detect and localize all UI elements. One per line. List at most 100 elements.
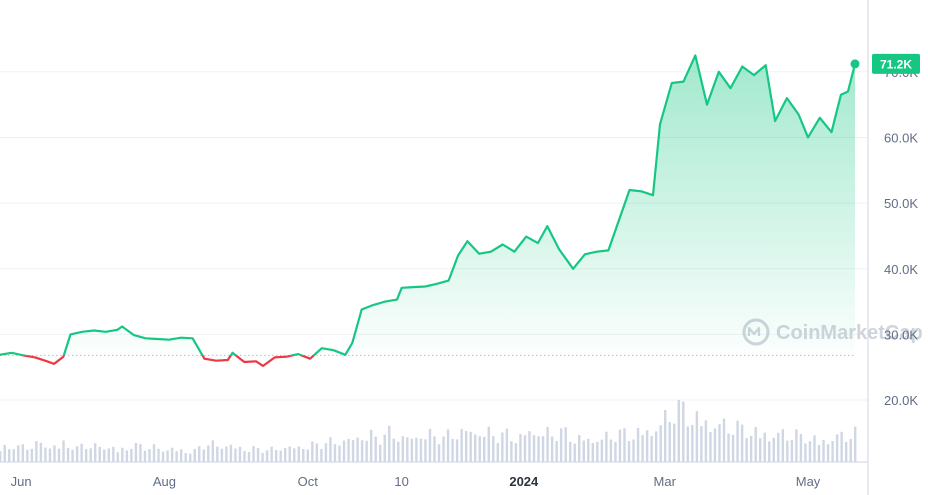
volume-bars: [0, 399, 857, 462]
volume-bar: [700, 426, 703, 462]
volume-bar: [713, 428, 717, 462]
volume-bar: [0, 451, 2, 462]
volume-bar: [605, 431, 608, 462]
volume-bar: [546, 426, 549, 462]
volume-bar: [849, 438, 852, 462]
volume-bar: [193, 448, 196, 462]
volume-bar: [274, 449, 278, 462]
volume-bar: [668, 422, 671, 462]
volume-bar: [591, 443, 595, 462]
volume-bar: [768, 441, 771, 462]
volume-bar: [840, 431, 843, 462]
volume-bar: [170, 447, 174, 462]
volume-bar: [537, 436, 540, 462]
volume-bar: [519, 434, 522, 462]
volume-bar: [844, 441, 848, 462]
volume-bar: [740, 424, 744, 462]
volume-bar: [234, 448, 237, 462]
volume-bar: [333, 444, 337, 462]
volume-bar: [695, 411, 699, 462]
volume-bar: [704, 420, 708, 462]
volume-bar: [351, 439, 355, 462]
volume-bar: [627, 440, 631, 462]
volume-bar: [410, 438, 414, 462]
volume-bar: [636, 428, 640, 462]
volume-bar: [654, 431, 658, 462]
volume-bar: [284, 447, 287, 462]
volume-bar: [645, 430, 649, 462]
volume-bar: [469, 431, 472, 462]
volume-bar: [347, 438, 350, 462]
volume-bar: [306, 449, 310, 462]
volume-bar: [175, 451, 178, 462]
y-tick-label: 20.0K: [884, 393, 918, 408]
volume-bar: [451, 438, 454, 462]
volume-bar: [510, 441, 513, 462]
volume-bar: [369, 429, 373, 462]
grid-lines: [0, 71, 868, 401]
volume-bar: [225, 446, 228, 462]
volume-bar: [207, 445, 210, 462]
volume-bar: [781, 429, 785, 462]
volume-bar: [229, 444, 233, 462]
volume-bar: [745, 438, 748, 462]
volume-bar: [415, 437, 418, 462]
volume-bar: [243, 450, 246, 462]
volume-bar: [211, 440, 215, 462]
volume-bar: [161, 451, 165, 462]
volume-bar: [623, 428, 626, 462]
volume-bar: [125, 450, 129, 462]
volume-bar: [826, 444, 830, 462]
volume-bar: [727, 433, 730, 462]
volume-bar: [749, 435, 753, 462]
volume-bar: [686, 426, 690, 462]
volume-bar: [57, 448, 61, 462]
volume-bar: [184, 453, 187, 462]
volume-bar: [134, 443, 138, 462]
volume-bar: [437, 444, 441, 462]
volume-bar: [152, 444, 156, 462]
volume-bar: [854, 426, 857, 462]
area-fill: [0, 55, 855, 366]
volume-bar: [265, 450, 269, 462]
volume-bar: [424, 439, 427, 462]
volume-bar: [492, 436, 495, 462]
volume-bar: [682, 401, 685, 462]
volume-bar: [311, 441, 314, 462]
volume-bar: [428, 428, 432, 462]
volume-bar: [103, 449, 106, 462]
volume-bar: [822, 439, 825, 462]
volume-bar: [397, 441, 400, 462]
volume-bar: [464, 431, 468, 462]
volume-bar: [26, 449, 29, 462]
volume-bar: [75, 446, 79, 462]
volume-bar: [817, 444, 821, 462]
volume-bar: [66, 447, 70, 462]
volume-bar: [754, 426, 757, 462]
volume-bar: [80, 443, 83, 462]
volume-bar: [582, 440, 585, 462]
volume-bar: [650, 436, 653, 462]
volume-bar: [21, 444, 25, 462]
volume-bar: [94, 443, 97, 462]
volume-bar: [528, 431, 531, 462]
volume-bar: [731, 434, 735, 462]
volume-bar: [3, 444, 6, 462]
volume-bar: [759, 438, 762, 462]
volume-bar: [600, 439, 604, 462]
y-tick-label: 30.0K: [884, 327, 918, 342]
volume-bar: [238, 446, 242, 462]
volume-bar: [587, 438, 590, 462]
volume-bar: [505, 428, 509, 462]
volume-bar: [835, 434, 839, 462]
volume-bar: [496, 443, 500, 462]
current-price-label: 71.2K: [880, 57, 912, 71]
volume-bar: [297, 446, 300, 462]
volume-bar: [179, 449, 183, 462]
volume-bar: [609, 439, 613, 462]
volume-bar: [618, 429, 622, 462]
volume-bar: [564, 427, 567, 462]
volume-bar: [329, 437, 332, 462]
y-tick-label: 40.0K: [884, 262, 918, 277]
